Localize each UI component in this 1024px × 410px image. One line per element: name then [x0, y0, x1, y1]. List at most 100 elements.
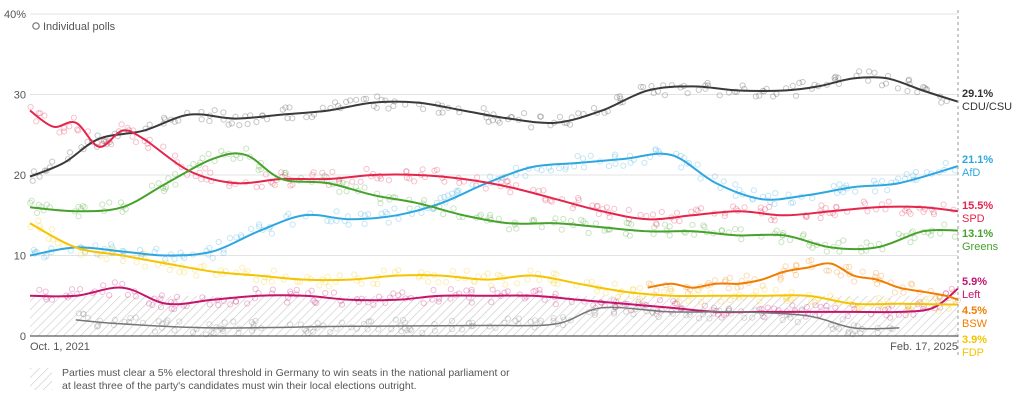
poll-dot: [158, 292, 165, 299]
poll-dot: [271, 182, 278, 189]
poll-dot: [103, 141, 110, 148]
poll-dot: [831, 212, 838, 219]
poll-dot: [133, 259, 140, 266]
poll-dot: [207, 169, 214, 176]
poll-dot: [408, 327, 415, 334]
poll-dot: [817, 207, 824, 214]
series-name-label: BSW: [962, 318, 988, 330]
poll-dot: [431, 167, 438, 174]
poll-dot: [176, 318, 183, 325]
poll-dot: [324, 217, 331, 224]
poll-dot: [911, 235, 918, 242]
poll-dot: [683, 160, 691, 167]
poll-dot: [732, 192, 739, 199]
poll-dot: [343, 188, 350, 195]
poll-dot: [912, 168, 919, 176]
poll-dot: [732, 225, 739, 233]
poll-dot: [603, 204, 610, 211]
poll-dot: [771, 230, 779, 237]
poll-dot: [809, 195, 816, 202]
poll-dot: [441, 178, 448, 185]
poll-dot: [399, 289, 406, 296]
poll-dot: [711, 173, 718, 180]
poll-dot: [160, 143, 167, 150]
poll-dot: [303, 114, 310, 121]
poll-dot: [832, 73, 839, 80]
poll-dot: [606, 214, 613, 221]
poll-dot: [796, 79, 803, 87]
poll-dot: [595, 211, 602, 218]
poll-dot: [927, 232, 935, 239]
poll-dot: [799, 232, 807, 239]
poll-dot: [486, 323, 493, 330]
poll-dot: [80, 310, 87, 317]
series-name-label: AfD: [962, 167, 980, 179]
poll-dot: [330, 289, 338, 296]
poll-dot: [954, 297, 962, 304]
poll-dot: [513, 280, 521, 287]
poll-dot: [92, 242, 99, 249]
poll-dot: [553, 271, 560, 278]
poll-dot: [771, 201, 778, 208]
poll-dot: [398, 328, 405, 335]
series-name-label: CDU/CSU: [962, 101, 1012, 113]
series-line: [29, 286, 959, 314]
poll-dot: [287, 288, 294, 295]
grid-lines: [30, 13, 958, 256]
poll-dot: [706, 315, 713, 322]
poll-dot: [155, 318, 162, 325]
poll-dot: [246, 153, 253, 160]
poll-dot: [357, 210, 364, 217]
poll-dot: [579, 155, 587, 162]
poll-dot: [531, 324, 538, 331]
poll-dot: [837, 272, 845, 279]
poll-dot: [792, 271, 800, 279]
poll-dot: [770, 93, 777, 100]
poll-dot: [530, 288, 537, 295]
poll-dot: [884, 187, 891, 194]
poll-dot: [248, 225, 255, 232]
poll-dot: [878, 82, 886, 89]
poll-dot: [726, 274, 733, 282]
poll-dot: [284, 299, 291, 306]
poll-dot: [718, 298, 725, 305]
poll-dot: [906, 76, 913, 83]
poll-dot: [172, 181, 179, 188]
poll-dot: [684, 90, 691, 97]
poll-dot: [218, 148, 225, 155]
poll-dot: [377, 175, 385, 182]
poll-dot: [789, 302, 796, 309]
poll-dot: [141, 263, 149, 270]
poll-dot: [363, 165, 370, 173]
poll-dot: [823, 302, 830, 309]
poll-dot: [761, 206, 769, 213]
poll-dot: [358, 295, 365, 302]
poll-dot: [352, 183, 359, 190]
poll-dot: [252, 317, 259, 324]
poll-dot: [244, 300, 251, 307]
poll-dot: [38, 203, 45, 211]
poll-dot: [611, 205, 618, 212]
poll-dot: [799, 78, 806, 86]
poll-dot: [81, 204, 88, 211]
poll-dot: [730, 203, 737, 210]
poll-dot: [538, 167, 545, 174]
poll-dot: [208, 328, 215, 335]
poll-dot: [221, 319, 228, 326]
poll-dot: [435, 298, 442, 305]
poll-dot: [316, 282, 323, 289]
poll-dot: [106, 199, 113, 206]
poll-dot: [160, 187, 167, 195]
poll-dot: [786, 236, 794, 244]
series-line: [29, 76, 959, 178]
poll-dot: [945, 305, 952, 312]
poll-dot: [435, 279, 442, 286]
poll-dot: [613, 298, 620, 305]
poll-dot: [812, 302, 819, 309]
poll-dot: [454, 189, 461, 196]
poll-dot: [289, 221, 296, 228]
poll-dot: [562, 166, 569, 173]
poll-dot: [406, 205, 413, 212]
poll-dot: [27, 199, 34, 206]
poll-dot: [310, 297, 317, 304]
